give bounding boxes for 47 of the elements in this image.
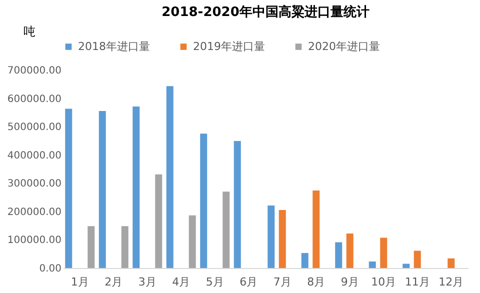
- bar: [98, 111, 106, 268]
- x-tick-label: 9月: [340, 276, 359, 288]
- bar: [166, 86, 174, 268]
- bar: [402, 264, 410, 268]
- y-tick-label: 0.00: [39, 264, 62, 274]
- bar: [88, 226, 95, 268]
- x-tick-label: 4月: [172, 276, 190, 288]
- bar: [121, 226, 128, 268]
- bar: [414, 250, 421, 268]
- y-tick-label: 600000.00: [7, 94, 62, 105]
- legend-label: 2019年进口量: [193, 40, 265, 53]
- x-tick-label: 11月: [404, 276, 430, 288]
- bar: [448, 258, 455, 268]
- bar: [268, 205, 275, 268]
- x-tick-label: 8月: [307, 276, 326, 288]
- bar: [335, 242, 342, 268]
- bar: [188, 215, 196, 268]
- bar: [346, 233, 354, 268]
- x-tick-label: 6月: [240, 276, 258, 288]
- x-tick-label: 1月: [70, 276, 89, 288]
- bar: [132, 106, 140, 268]
- chart-title: 2018-2020年中国高粱进口量统计: [162, 4, 370, 20]
- bar: [65, 108, 72, 268]
- x-tick-label: 12月: [438, 276, 464, 288]
- y-tick-label: 700000.00: [7, 66, 62, 76]
- bar: [278, 210, 286, 268]
- x-tick-label: 2月: [104, 276, 123, 288]
- legend-label: 2020年进口量: [308, 40, 380, 53]
- legend-label: 2018年进口量: [78, 40, 150, 53]
- bar: [200, 134, 208, 268]
- x-tick-label: 10月: [371, 276, 396, 288]
- y-tick-label: 200000.00: [7, 206, 62, 218]
- bar: [222, 192, 230, 268]
- bar: [234, 140, 241, 268]
- y-tick-label: 500000.00: [7, 122, 62, 134]
- bar: [312, 190, 320, 268]
- y-tick-label: 400000.00: [7, 150, 62, 162]
- bar: [380, 238, 388, 268]
- bar: [301, 253, 308, 268]
- x-tick-label: 3月: [138, 276, 156, 288]
- y-tick-label: 300000.00: [7, 178, 62, 190]
- x-tick-label: 7月: [273, 276, 292, 288]
- bar: [368, 261, 376, 268]
- bar: [155, 174, 162, 268]
- x-tick-label: 5月: [206, 276, 224, 288]
- y-axis-title: 吨: [24, 24, 36, 38]
- y-tick-label: 100000.00: [7, 235, 62, 246]
